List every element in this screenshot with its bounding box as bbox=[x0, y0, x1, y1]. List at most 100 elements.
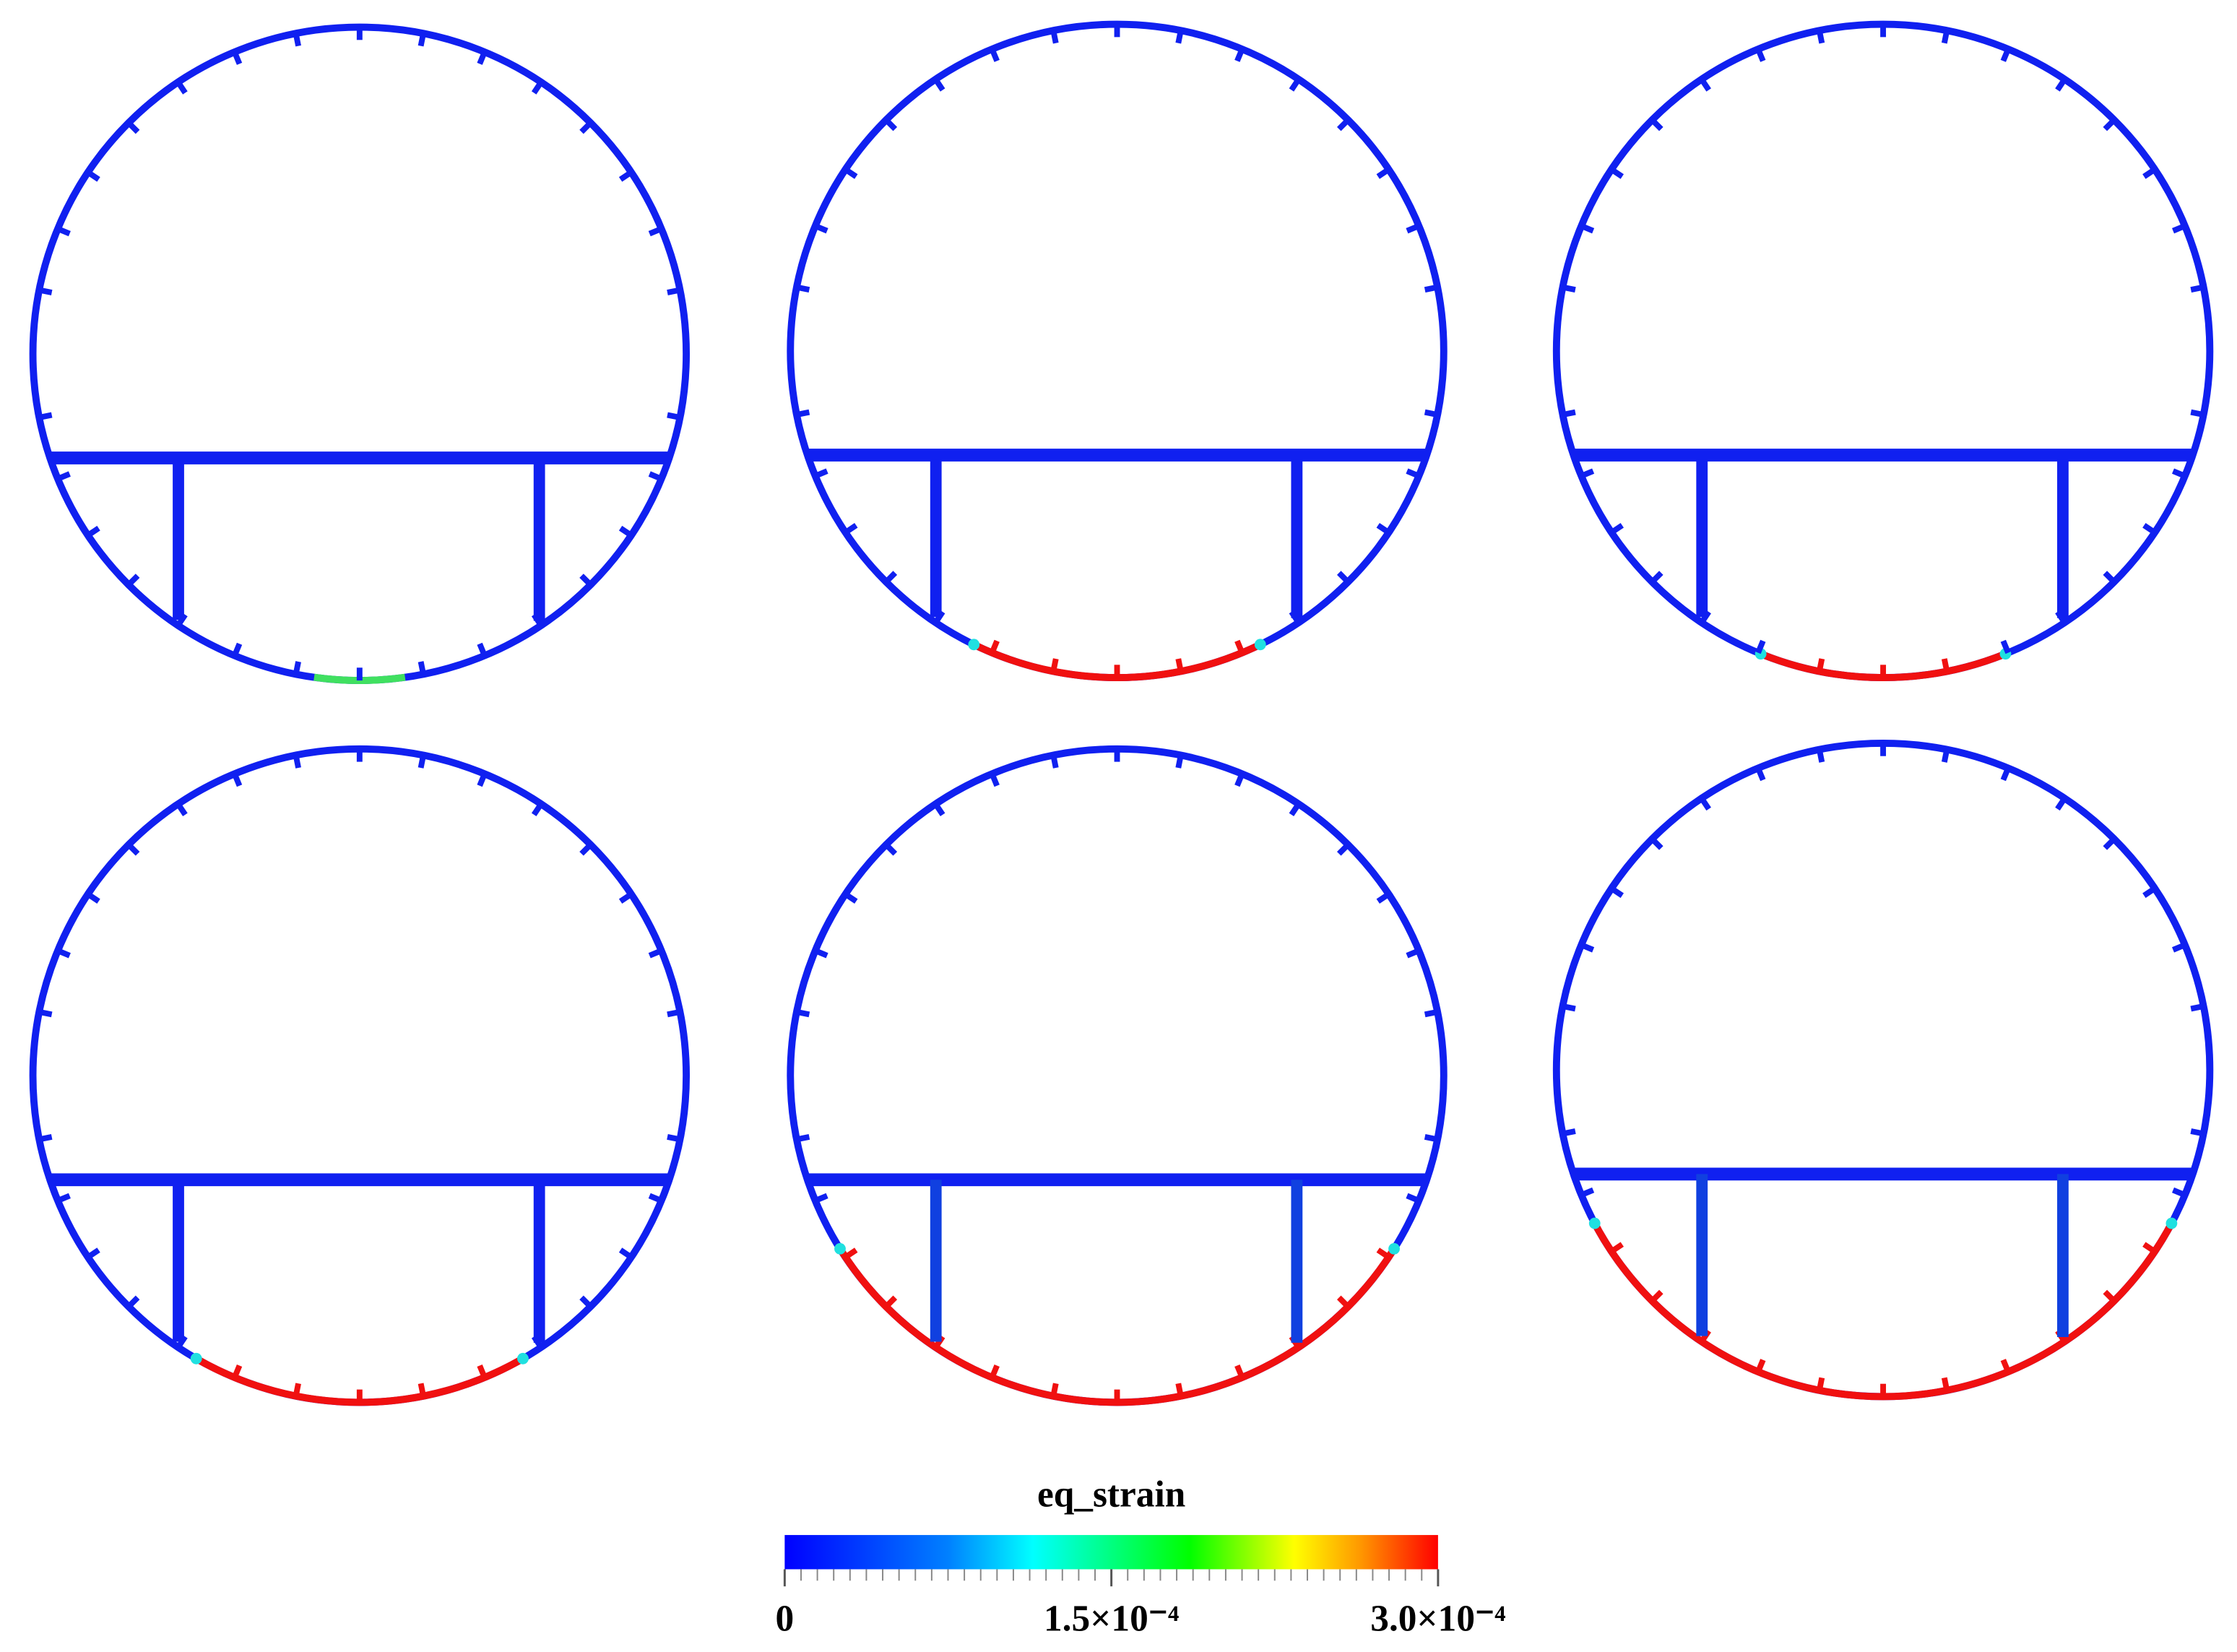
rib bbox=[2190, 284, 2204, 293]
rib bbox=[667, 1009, 681, 1018]
rib bbox=[1609, 522, 1624, 535]
tunnel-section bbox=[1552, 20, 2214, 682]
rib bbox=[126, 574, 140, 587]
rib bbox=[1289, 802, 1302, 817]
rib bbox=[1336, 842, 1351, 856]
rib bbox=[933, 802, 946, 817]
rib bbox=[796, 409, 810, 418]
rib bbox=[477, 772, 488, 787]
rib bbox=[1941, 748, 1950, 763]
rib bbox=[844, 891, 858, 904]
rib bbox=[579, 842, 593, 856]
rib bbox=[579, 574, 593, 587]
tunnel-section bbox=[787, 20, 1448, 682]
rib bbox=[1650, 836, 1663, 850]
rib bbox=[1755, 639, 1766, 654]
rib bbox=[648, 226, 663, 237]
rib bbox=[1376, 522, 1390, 535]
rib bbox=[1650, 118, 1663, 131]
rib bbox=[1234, 772, 1245, 787]
tunnel-section bbox=[29, 23, 691, 684]
rib bbox=[2000, 48, 2011, 62]
rib bbox=[667, 412, 681, 420]
rib bbox=[2103, 836, 2116, 850]
rib bbox=[232, 772, 243, 787]
strain-transition bbox=[1388, 1242, 1400, 1255]
rib bbox=[1609, 167, 1624, 179]
strain-transition bbox=[517, 1352, 529, 1365]
rib bbox=[126, 842, 140, 856]
rib bbox=[844, 1247, 858, 1260]
rib bbox=[2055, 77, 2067, 92]
rib bbox=[1941, 30, 1950, 44]
strain-transition bbox=[834, 1242, 846, 1255]
rib bbox=[56, 1193, 71, 1203]
rib bbox=[814, 1193, 828, 1203]
rib bbox=[883, 571, 898, 584]
rib bbox=[1755, 48, 1766, 62]
strain-transition bbox=[190, 1352, 202, 1365]
rib bbox=[989, 772, 1000, 787]
rib bbox=[1406, 948, 1420, 959]
rib bbox=[2171, 942, 2186, 953]
rib bbox=[293, 661, 301, 675]
rib bbox=[86, 891, 100, 904]
tick-label: 3.0×10⁻⁴ bbox=[1370, 1598, 1505, 1639]
rib bbox=[1816, 1377, 1825, 1391]
rib bbox=[293, 754, 301, 769]
colorbar bbox=[784, 1535, 1438, 1570]
rib bbox=[293, 1383, 301, 1397]
rib bbox=[667, 1134, 681, 1143]
tick-label: 1.5×10⁻⁴ bbox=[1044, 1598, 1179, 1639]
rib bbox=[989, 48, 1000, 62]
rib bbox=[1580, 942, 1595, 953]
rib bbox=[2103, 118, 2116, 131]
rib bbox=[2171, 468, 2186, 479]
tunnel-section bbox=[1552, 740, 2214, 1401]
rib bbox=[1376, 167, 1390, 179]
rib bbox=[579, 1295, 593, 1309]
rib bbox=[232, 1365, 243, 1379]
rib bbox=[56, 471, 71, 482]
rib bbox=[2103, 571, 2116, 584]
rib bbox=[1650, 1289, 1663, 1303]
rib bbox=[531, 80, 544, 95]
rib bbox=[1050, 754, 1059, 769]
rib bbox=[1816, 748, 1825, 763]
strain-zone bbox=[1591, 1221, 2175, 1401]
rib bbox=[1562, 409, 1576, 418]
rib bbox=[86, 1247, 100, 1260]
rib bbox=[1050, 658, 1059, 673]
rib bbox=[618, 891, 633, 904]
rib bbox=[1424, 284, 1438, 293]
rib bbox=[648, 471, 663, 482]
strain-zone bbox=[972, 641, 1262, 682]
rib bbox=[1816, 658, 1825, 673]
rib bbox=[933, 77, 946, 92]
rib bbox=[2142, 167, 2157, 179]
rib bbox=[989, 1365, 1000, 1379]
rib bbox=[579, 121, 593, 134]
rib bbox=[417, 661, 426, 675]
rib bbox=[56, 948, 71, 959]
rib bbox=[1406, 223, 1420, 234]
rib bbox=[1699, 796, 1711, 811]
rib bbox=[1650, 571, 1663, 584]
rib bbox=[176, 80, 188, 95]
colorbar-ticks: 0 1.5×10⁻⁴ 3.0×10⁻⁴ bbox=[776, 1569, 1505, 1639]
rib bbox=[618, 1247, 633, 1260]
tunnel-section bbox=[29, 745, 691, 1406]
rib bbox=[1050, 30, 1059, 44]
rib bbox=[1175, 1383, 1184, 1397]
panels bbox=[29, 20, 2214, 1406]
rib bbox=[2142, 522, 2157, 535]
rib bbox=[1424, 1009, 1438, 1018]
rib bbox=[1175, 754, 1184, 769]
rib bbox=[1406, 1193, 1420, 1203]
rib bbox=[667, 287, 681, 295]
rib bbox=[477, 642, 488, 657]
tick-label: 0 bbox=[776, 1598, 795, 1639]
rib bbox=[814, 223, 828, 234]
rib bbox=[844, 522, 858, 535]
rib bbox=[417, 754, 426, 769]
